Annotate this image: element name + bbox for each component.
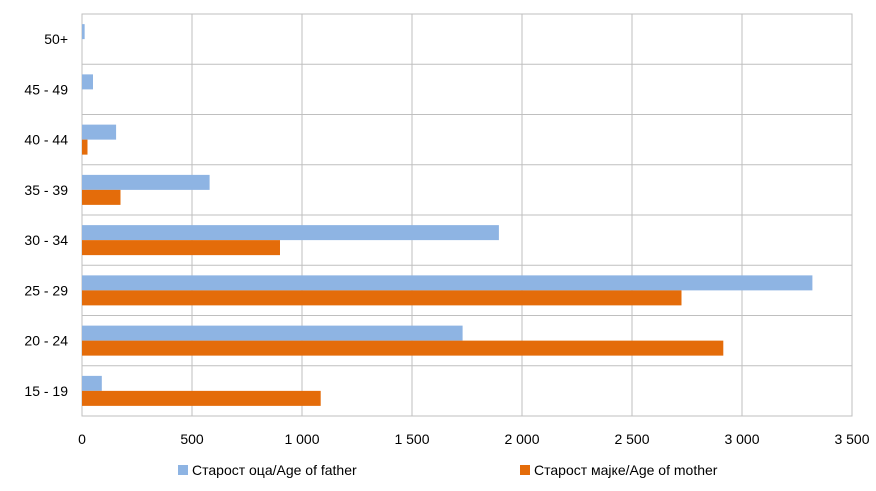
x-tick-label: 1 500 bbox=[394, 431, 429, 447]
bar-father bbox=[82, 174, 210, 190]
legend-swatch bbox=[178, 465, 188, 475]
legend: Старост оца/Age of father Старост мајке/A… bbox=[178, 462, 718, 478]
bar-mother bbox=[82, 139, 88, 155]
y-tick-label: 15 - 19 bbox=[24, 383, 68, 399]
y-tick-label: 35 - 39 bbox=[24, 182, 68, 198]
y-axis-ticks: 15 - 19 20 - 24 25 - 29 30 - 34 35 - 39 40 - … bbox=[24, 31, 68, 399]
bar-father bbox=[82, 124, 117, 140]
y-tick-label: 30 - 34 bbox=[24, 232, 68, 248]
y-tick-label: 40 - 44 bbox=[24, 132, 68, 148]
x-tick-label: 2 500 bbox=[614, 431, 649, 447]
bar-father bbox=[82, 375, 102, 391]
bar-mother bbox=[82, 290, 682, 306]
x-tick-label: 1 000 bbox=[284, 431, 319, 447]
bar-father bbox=[82, 325, 463, 341]
x-tick-label: 500 bbox=[180, 431, 204, 447]
bar-father bbox=[82, 225, 499, 241]
x-tick-label: 2 000 bbox=[504, 431, 539, 447]
x-axis-ticks: 0 500 1 000 1 500 2 000 2 500 3 000 3 500 bbox=[78, 431, 870, 447]
bar-father bbox=[82, 24, 85, 40]
y-tick-label: 45 - 49 bbox=[24, 81, 68, 97]
bars bbox=[82, 24, 813, 406]
y-tick-label: 25 - 29 bbox=[24, 282, 68, 298]
legend-label: Старост оца/Age of father bbox=[192, 462, 357, 478]
bar-father bbox=[82, 275, 813, 291]
bar-mother bbox=[82, 390, 321, 406]
bar-mother bbox=[82, 189, 121, 205]
legend-swatch bbox=[520, 465, 530, 475]
x-tick-label: 0 bbox=[78, 431, 86, 447]
bar-mother bbox=[82, 240, 280, 256]
bar-father bbox=[82, 74, 93, 90]
bar-mother bbox=[82, 340, 724, 356]
x-tick-label: 3 000 bbox=[724, 431, 759, 447]
x-tick-label: 3 500 bbox=[834, 431, 869, 447]
y-tick-label: 20 - 24 bbox=[24, 333, 68, 349]
y-tick-label: 50+ bbox=[44, 31, 68, 47]
legend-label: Старост мајке/Age of mother bbox=[534, 462, 718, 478]
